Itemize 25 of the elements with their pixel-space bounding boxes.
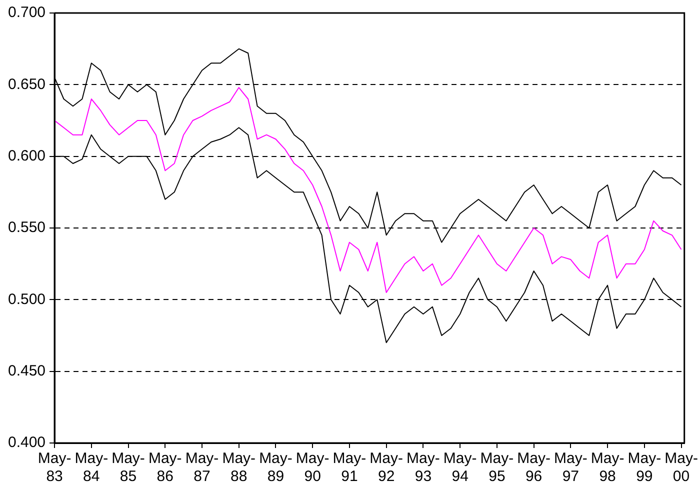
x-tick-label: May-85 (112, 450, 145, 486)
x-tick-label: May-87 (185, 450, 219, 486)
x-tick-label: May-88 (222, 450, 256, 486)
y-tick-label: 0.450 (8, 362, 46, 380)
y-tick-label: 0.650 (8, 76, 46, 93)
y-tick-label: 0.400 (8, 434, 46, 452)
x-tick-label: May-89 (259, 450, 292, 486)
y-tick-label: 0.550 (8, 219, 46, 236)
y-tick-label: 0.500 (8, 290, 46, 308)
x-tick-label: May-95 (480, 450, 514, 486)
x-tick-label: May-91 (332, 450, 366, 486)
y-tick-label: 0.600 (8, 147, 46, 164)
x-tick-label: May-84 (74, 450, 108, 486)
x-tick-label: May-98 (590, 450, 624, 486)
x-tick-label: May-83 (38, 450, 72, 486)
x-tick-label: May-00 (664, 450, 698, 486)
x-tick-label: May-99 (628, 450, 662, 486)
x-tick-label: May-96 (517, 450, 550, 486)
y-tick-label: 0.700 (8, 4, 46, 22)
x-tick-label: May-94 (443, 450, 477, 486)
x-tick-label: May-97 (554, 450, 588, 486)
x-tick-label: May-86 (148, 450, 182, 486)
x-tick-label: May-92 (370, 450, 404, 486)
x-tick-label: May-90 (296, 450, 330, 486)
x-tick-label: May-93 (406, 450, 440, 486)
